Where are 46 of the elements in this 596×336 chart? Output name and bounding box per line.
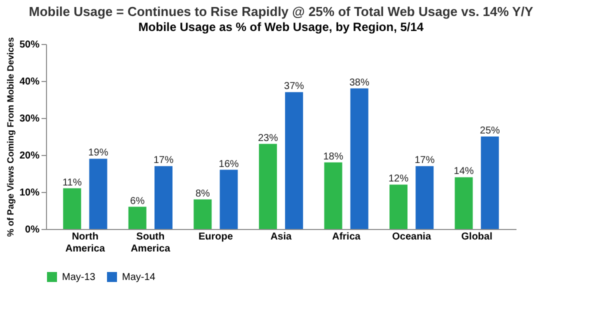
bar	[285, 92, 304, 229]
y-tick-label: 20%	[19, 150, 40, 162]
chart-title: Mobile Usage = Continues to Rise Rapidly @ 25% of Total Web Usage vs. 14% Y/Y	[28, 4, 534, 19]
data-label: 38%	[349, 77, 370, 88]
bar	[324, 162, 342, 229]
x-tick-label: Asia	[270, 232, 292, 242]
chart-subtitle: Mobile Usage as % of Web Usage, by Region, 5/14	[138, 20, 424, 34]
legend-label: May-14	[122, 272, 156, 283]
bar	[390, 184, 408, 229]
data-label: 16%	[218, 158, 239, 170]
bar	[89, 158, 108, 229]
bar	[128, 206, 146, 229]
legend-label: May-13	[62, 272, 96, 283]
x-tick-label: Africa	[332, 232, 361, 242]
bar	[454, 177, 473, 229]
bar	[63, 188, 82, 229]
data-label: 6%	[130, 196, 145, 207]
x-tick-label: South America	[130, 232, 171, 254]
y-tick-label: 0%	[25, 224, 40, 236]
data-label: 17%	[153, 155, 174, 166]
bar	[154, 166, 172, 229]
data-label: 19%	[88, 148, 108, 159]
x-tick-label: Oceania	[392, 232, 432, 242]
data-label: 8%	[195, 188, 210, 200]
bar	[350, 88, 368, 229]
bar	[220, 170, 238, 229]
data-label: 14%	[454, 166, 474, 178]
bar	[416, 166, 434, 229]
data-label: 11%	[62, 177, 82, 188]
bar	[194, 199, 212, 229]
x-tick-label: Global	[461, 232, 493, 242]
y-axis-title: % of Page Views Coming From Mobile Devices	[5, 37, 16, 237]
data-label: 23%	[258, 132, 278, 144]
y-tick-label: 50%	[19, 40, 40, 50]
bar	[480, 136, 499, 229]
data-label: 18%	[323, 151, 344, 162]
bar	[258, 144, 277, 229]
data-label: 37%	[284, 81, 304, 92]
data-label: 25%	[480, 126, 500, 136]
data-label: 12%	[388, 174, 409, 185]
y-tick-label: 40%	[19, 76, 40, 88]
x-tick-label: North America	[65, 232, 106, 254]
y-tick-label: 10%	[19, 188, 40, 198]
data-label: 17%	[414, 155, 435, 166]
x-tick-label: Europe	[198, 232, 234, 242]
y-tick-label: 30%	[19, 114, 40, 124]
